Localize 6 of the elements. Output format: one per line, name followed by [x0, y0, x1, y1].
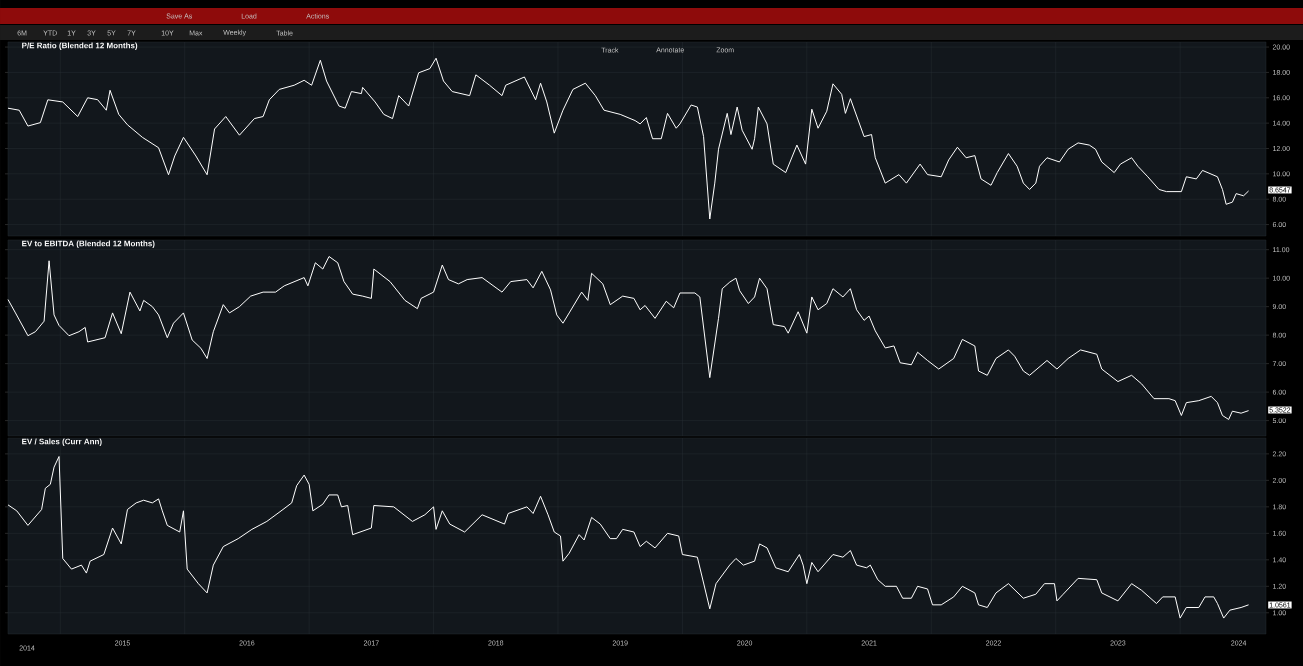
line-series [7, 256, 1250, 420]
chart-title: EV / Sales (Curr Ann) [22, 438, 102, 446]
chart-title: P/E Ratio (Blended 12 Months) [22, 42, 138, 50]
chart-title: EV to EBITDA (Blended 12 Months) [22, 240, 155, 248]
line-series [7, 57, 1250, 220]
line-series [7, 456, 1250, 619]
